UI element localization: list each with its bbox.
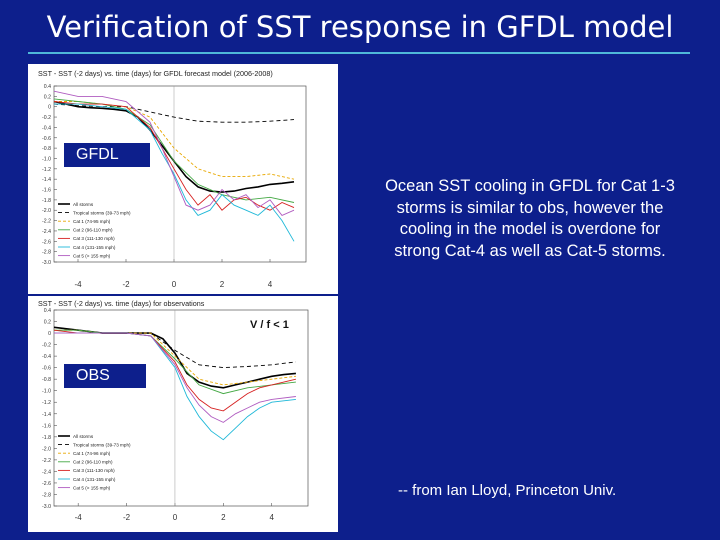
- legend-label: Tropical storms (39-73 mph): [73, 442, 131, 447]
- x-tick-label: 0: [173, 513, 178, 522]
- legend-label: Cat 4 (131-155 mph): [73, 245, 116, 250]
- y-tick-label: 0.2: [44, 94, 51, 100]
- series-line-2: [54, 101, 295, 180]
- y-tick-label: -0.8: [42, 146, 51, 152]
- legend-label: Cat 1 (74-96 mph): [73, 451, 111, 456]
- y-tick-label: -2.0: [42, 208, 51, 214]
- y-tick-label: -1.8: [42, 198, 51, 204]
- series-line-1: [53, 326, 296, 369]
- y-tick-label: -0.4: [42, 354, 51, 360]
- obs-chart: SST - SST (-2 days) vs. time (days) for …: [38, 299, 309, 522]
- y-tick-label: -0.2: [42, 115, 51, 121]
- obs-panel-label: OBS: [64, 364, 146, 388]
- gfdl-panel-label: GFDL: [64, 143, 150, 167]
- x-tick-label: -4: [75, 513, 83, 522]
- gfdl-chart: SST - SST (-2 days) vs. time (days) for …: [38, 69, 307, 289]
- series-line-1: [53, 103, 295, 123]
- series-line-5: [54, 103, 295, 242]
- x-tick-label: -2: [123, 513, 131, 522]
- legend-label: Cat 2 (96-110 mph): [73, 460, 113, 465]
- legend-label: Cat 3 (111-130 mph): [73, 236, 115, 241]
- y-tick-label: -2.4: [42, 469, 51, 475]
- legend-label: Cat 2 (96-110 mph): [73, 228, 113, 233]
- y-tick-label: -2.4: [42, 229, 51, 235]
- title-rule: [28, 52, 690, 54]
- chart-annotation: V / f < 1: [250, 319, 289, 331]
- y-tick-label: -0.8: [42, 377, 51, 383]
- series-line-4: [53, 101, 295, 211]
- x-tick-label: -2: [122, 280, 130, 289]
- series-line-3: [54, 329, 296, 395]
- y-tick-label: -2.2: [42, 219, 51, 225]
- y-tick-label: -0.2: [42, 343, 51, 349]
- x-tick-label: 4: [268, 280, 273, 289]
- y-tick-label: -1.0: [42, 156, 51, 162]
- legend-label: Cat 5 (> 155 mph): [73, 485, 111, 490]
- y-tick-label: -1.2: [42, 400, 51, 406]
- y-tick-label: -1.4: [42, 412, 51, 418]
- chart-title: SST - SST (-2 days) vs. time (days) for …: [38, 299, 205, 308]
- y-tick-label: -1.6: [42, 188, 51, 194]
- legend-label: Cat 5 (> 155 mph): [73, 253, 111, 258]
- x-tick-label: 2: [220, 280, 225, 289]
- y-tick-label: 0.2: [44, 320, 51, 326]
- y-tick-label: -1.4: [42, 177, 51, 183]
- gfdl-chart-panel: SST - SST (-2 days) vs. time (days) for …: [28, 64, 338, 294]
- y-tick-label: 0.4: [44, 308, 51, 314]
- y-tick-label: -1.2: [42, 167, 51, 173]
- series-line-6: [54, 332, 296, 423]
- legend-label: Cat 1 (74-95 mph): [73, 219, 111, 224]
- obs-chart-panel: SST - SST (-2 days) vs. time (days) for …: [28, 296, 338, 532]
- slide-title: Verification of SST response in GFDL mod…: [46, 10, 674, 44]
- y-tick-label: -3.0: [42, 260, 51, 266]
- y-tick-label: 0: [48, 105, 51, 111]
- legend-label: Cat 4 (131-155 mph): [73, 477, 116, 482]
- y-tick-label: -2.2: [42, 458, 51, 464]
- y-tick-label: -2.8: [42, 492, 51, 498]
- legend-label: All storms: [73, 434, 94, 439]
- y-tick-label: 0: [48, 331, 51, 337]
- y-tick-label: 0.4: [44, 84, 51, 90]
- x-tick-label: 2: [221, 513, 226, 522]
- legend-label: Cat 3 (111-130 mph): [73, 468, 115, 473]
- y-tick-label: -1.0: [42, 389, 51, 395]
- x-tick-label: -4: [74, 280, 82, 289]
- x-tick-label: 0: [172, 280, 177, 289]
- y-tick-label: -2.8: [42, 250, 51, 256]
- plot-frame: [53, 85, 307, 263]
- y-tick-label: -0.6: [42, 136, 51, 142]
- y-tick-label: -3.0: [42, 504, 51, 510]
- y-tick-label: -1.6: [42, 423, 51, 429]
- y-tick-label: -0.4: [42, 125, 51, 131]
- plot-frame: [53, 309, 309, 507]
- chart-title: SST - SST (-2 days) vs. time (days) for …: [38, 69, 273, 78]
- x-tick-label: 4: [269, 513, 274, 522]
- y-tick-label: -2.6: [42, 481, 51, 487]
- y-tick-label: -1.8: [42, 435, 51, 441]
- summary-text: Ocean SST cooling in GFDL for Cat 1-3 st…: [385, 177, 675, 260]
- legend-label: All storms: [73, 202, 94, 207]
- y-tick-label: -2.6: [42, 239, 51, 245]
- legend-label: Tropical storms (39-73 mph): [73, 210, 131, 215]
- y-tick-label: -0.6: [42, 366, 51, 372]
- series-line-6: [53, 90, 295, 216]
- y-tick-label: -2.0: [42, 446, 51, 452]
- credit-text: -- from Ian Lloyd, Princeton Univ.: [398, 482, 617, 499]
